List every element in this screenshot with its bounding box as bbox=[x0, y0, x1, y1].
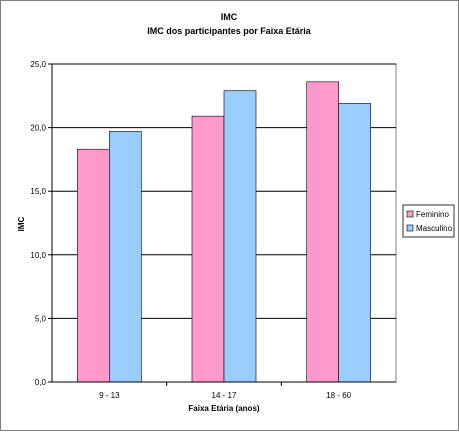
bar-masculino-1 bbox=[109, 131, 142, 383]
bar-masculino-3 bbox=[338, 103, 371, 383]
legend-swatch-masculino bbox=[406, 224, 414, 232]
y-tick-label: 20,0 bbox=[30, 124, 46, 133]
chart-subtitle: IMC dos participantes por Faixa Etária bbox=[147, 26, 312, 36]
y-tick-label: 15,0 bbox=[30, 187, 46, 196]
y-tick-label: 10,0 bbox=[30, 251, 46, 260]
y-tick-label: 25,0 bbox=[30, 60, 46, 69]
x-axis-label: Faixa Etária (anos) bbox=[188, 404, 259, 413]
bar-feminino-2 bbox=[191, 115, 225, 383]
legend-swatch-feminino bbox=[406, 210, 414, 218]
y-axis-label: IMC bbox=[17, 216, 26, 231]
legend-box bbox=[402, 204, 455, 238]
y-tick-label: 0,0 bbox=[35, 378, 47, 387]
plot-area: 0,0 5,0 10,0 15,0 20,0 25,0 9 - 13 14 - 17 18 - … bbox=[30, 60, 397, 400]
x-tick-label: 18 - 60 bbox=[326, 391, 351, 400]
chart-title: IMC bbox=[221, 12, 238, 22]
bar-feminino-1 bbox=[77, 148, 110, 383]
bar-masculino-2 bbox=[223, 90, 257, 383]
legend-label-masculino: Masculino bbox=[416, 224, 453, 233]
y-tick-label: 5,0 bbox=[35, 314, 47, 323]
x-tick-label: 9 - 13 bbox=[99, 391, 120, 400]
bar-feminino-3 bbox=[306, 81, 339, 383]
x-tick-label: 14 - 17 bbox=[212, 391, 237, 400]
legend-label-feminino: Feminino bbox=[416, 210, 449, 219]
legend: Feminino Masculino bbox=[402, 204, 455, 238]
